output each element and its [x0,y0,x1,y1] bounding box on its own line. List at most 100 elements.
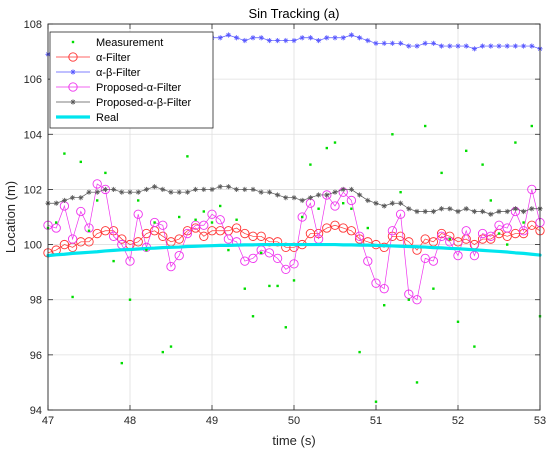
proposed-alpha-filter-point [494,220,504,230]
measurement-point [465,149,468,153]
measurement-point [194,218,197,221]
alpha-filter-point [322,223,332,233]
proposed-alpha-filter-point [420,253,430,264]
alpha-beta-filter-point [480,43,486,49]
proposed-alpha-filter-point [518,226,529,236]
measurement-point [514,141,517,144]
proposed-alpha-beta-filter-point [480,208,486,215]
y-tick-label: 98 [30,295,42,307]
measurement-point [432,287,435,290]
proposed-alpha-beta-filter-point [209,186,215,193]
proposed-alpha-filter-point [395,209,406,219]
legend-item-proposed-alpha-filter: Proposed-α-Filter [56,82,182,94]
alpha-beta-filter-point [357,35,363,41]
y-tick-label: 94 [30,405,42,417]
measurement-point [399,190,402,194]
proposed-alpha-filter-point [158,220,168,230]
alpha-filter-point [59,239,70,250]
alpha-beta-filter-point [422,40,428,46]
proposed-alpha-filter-point [412,295,422,305]
proposed-alpha-filter-point [379,284,389,294]
x-tick-label: 51 [370,415,382,427]
alpha-beta-filter-point [439,43,445,49]
measurement-point [342,202,345,205]
proposed-alpha-beta-filter-point [184,189,190,195]
proposed-alpha-beta-filter-point [381,203,387,209]
alpha-beta-filter-point [389,40,395,46]
x-tick-label: 50 [288,415,300,427]
measurement-point [161,350,164,354]
proposed-alpha-filter-point [166,261,176,272]
proposed-alpha-beta-filter-point [324,192,330,198]
proposed-alpha-filter-point [281,264,291,275]
alpha-filter-point [84,237,94,247]
measurement-point [292,279,296,282]
proposed-alpha-beta-filter-point [135,189,141,195]
y-tick-label: 100 [24,240,42,252]
x-tick-label: 47 [42,415,54,427]
alpha-filter-point [117,234,127,244]
plot-area: 47 48 49 50 51 52 53 94 96 98 100 102 104 106 108 Measu… [24,19,546,427]
measurement-point [383,304,386,307]
x-tick-label: 49 [206,415,218,427]
proposed-alpha-filter-point [182,228,193,239]
alpha-beta-filter-point [373,40,379,46]
proposed-alpha-beta-filter-point [291,195,297,201]
proposed-alpha-beta-filter-point [422,208,428,215]
alpha-filter-point [182,226,193,236]
real-line [46,242,542,258]
alpha-filter-point [338,223,348,233]
alpha-beta-filter-point [307,35,313,41]
alpha-beta-filter-point [250,35,256,41]
proposed-alpha-beta-filter-point [373,200,379,206]
proposed-alpha-filter-point [502,223,512,233]
legend-label: Measurement [96,37,163,49]
measurement-point [473,345,476,348]
measurement-point [391,133,394,136]
y-axis-label: Location (m) [3,181,18,253]
proposed-alpha-filter-point [297,212,307,222]
measurement-point [456,320,460,323]
alpha-filter-point [436,228,447,239]
alpha-beta-filter-point [521,43,527,49]
alpha-filter-point [158,231,168,241]
proposed-alpha-filter-point [67,234,78,244]
measurement-point [333,141,337,144]
alpha-filter-point [486,234,496,244]
proposed-alpha-filter-point [207,209,217,219]
proposed-alpha-beta-filter-point [521,208,527,215]
proposed-alpha-beta-filter-point [398,200,404,206]
proposed-alpha-filter-point [248,253,258,264]
proposed-alpha-beta-filter-point [217,184,223,190]
proposed-alpha-filter-point [240,256,250,266]
alpha-filter-line [47,224,541,254]
proposed-alpha-beta-filter-point [143,186,149,193]
alpha-filter-point [256,231,266,241]
legend-label: Real [96,112,119,124]
legend-item-alpha-filter: α-Filter [56,52,131,64]
measurement-point [79,160,82,164]
measurement-point [186,155,189,158]
proposed-alpha-filter-point [84,223,94,233]
proposed-alpha-beta-filter-point [242,186,248,193]
proposed-alpha-filter-point [133,209,143,219]
alpha-beta-filter-point [398,40,404,46]
series-real [46,242,542,258]
proposed-alpha-filter-point [199,220,209,230]
measurement-point [260,251,263,255]
proposed-alpha-beta-filter-point [234,186,240,193]
proposed-alpha-beta-filter-point [496,208,502,215]
alpha-beta-filter-point [225,32,231,38]
proposed-alpha-filter-point [330,201,340,211]
alpha-beta-filter-point [365,37,371,44]
alpha-filter-point [420,234,430,244]
proposed-alpha-beta-filter-point [430,208,436,215]
legend-swatch-marker [68,82,78,92]
alpha-beta-filter-point [496,43,502,49]
alpha-beta-filter-point [381,40,387,46]
measurement-point [137,199,140,202]
measurement-point [497,232,501,235]
proposed-alpha-filter-point [215,215,225,225]
measurement-point [407,298,410,301]
measurement-point [268,284,271,288]
